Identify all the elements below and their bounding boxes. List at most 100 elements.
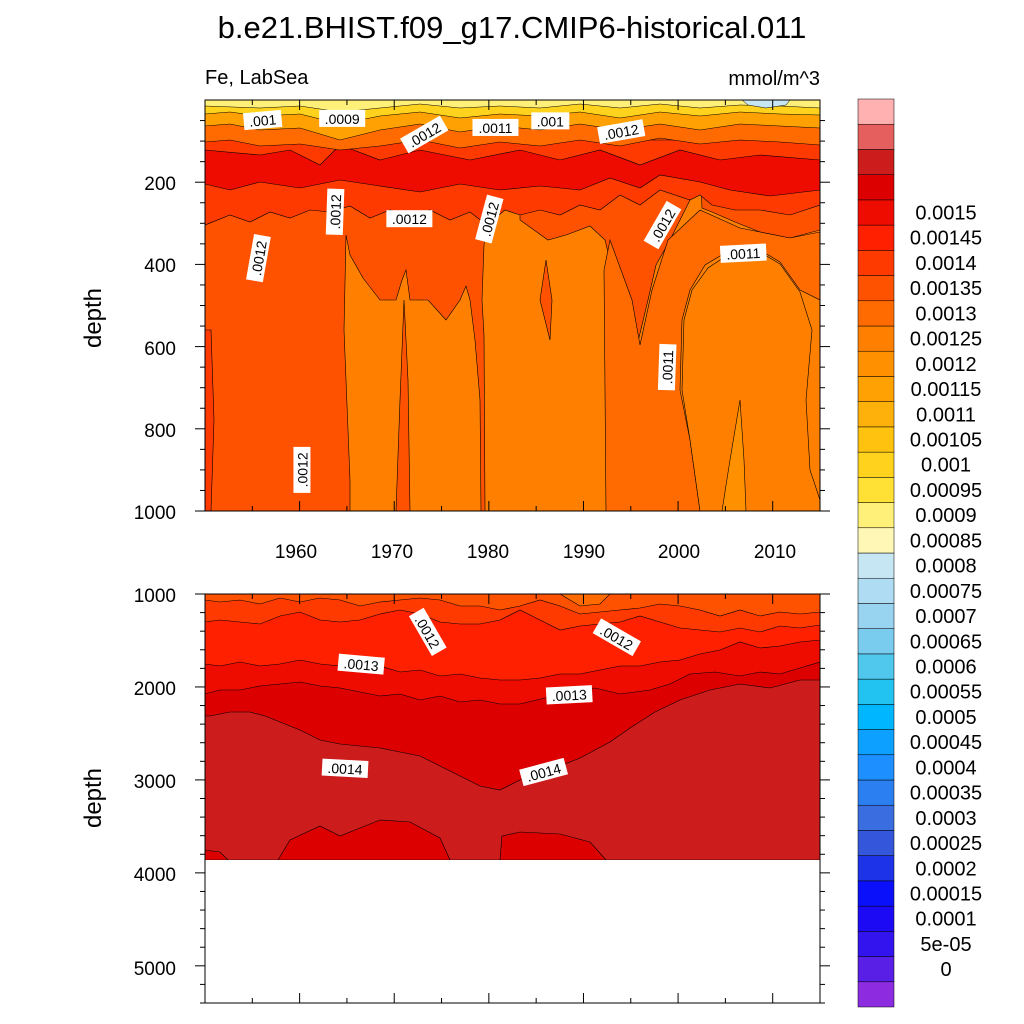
colorbar-label: 0 — [940, 959, 951, 981]
colorbar-cell — [857, 527, 895, 554]
colorbar-cell — [857, 275, 895, 302]
upper-contour-label: .0011 — [472, 118, 519, 136]
colorbar-cell — [857, 905, 895, 932]
colorbar-labels: 0 5e-05 0.0001 0.00015 0.0002 0.00025 0.0003 0.… — [910, 203, 982, 982]
x-tick-label-1980: 1980 — [467, 542, 509, 563]
upper-contour-0012-sliver-c — [205, 329, 215, 511]
lower-y-tick-label-1000: 1000 — [134, 586, 176, 607]
x-tick-label-1960: 1960 — [275, 542, 317, 563]
upper-contour-label-text: .0012 — [248, 239, 270, 276]
colorbar-label: 0.0014 — [915, 253, 976, 275]
upper-contour-00115-band — [603, 209, 820, 511]
upper-contour-label: .0012 — [325, 188, 345, 236]
colorbar-label: 0.00015 — [910, 884, 982, 906]
upper-contour-label: .0009 — [319, 109, 366, 127]
upper-contour-label-box — [475, 194, 504, 244]
upper-contour-label-text: .0012 — [294, 452, 310, 487]
lower-contour-label-text: .0013 — [343, 655, 380, 674]
upper-contour-label-text: .0009 — [325, 111, 360, 127]
lower-contour-label-box — [408, 607, 447, 657]
colorbar-label: 0.00135 — [910, 278, 982, 300]
lower-contour-label-box — [321, 758, 369, 778]
lower-axis-ticks — [195, 593, 830, 1004]
colorbar-label: 0.0015 — [915, 203, 976, 225]
upper-contour-label: .0012 — [293, 446, 311, 493]
upper-contour-label-text: .001 — [248, 111, 277, 129]
colorbar-label: 0.00125 — [910, 329, 982, 351]
colorbar-label: 0.00035 — [910, 783, 982, 805]
upper-contour-0011-region — [681, 251, 820, 511]
colorbar-cell — [857, 98, 895, 125]
colorbar-cell — [857, 603, 895, 629]
colorbar-label: 0.0006 — [915, 657, 976, 679]
upper-contour-label-box — [472, 118, 519, 136]
upper-y-axis-label: depth — [80, 288, 107, 348]
upper-contour-label: .0012 — [597, 119, 646, 144]
colorbar-cell — [857, 804, 895, 831]
upper-contour-label-text: .001 — [537, 113, 564, 129]
colorbar-label: 5e-05 — [920, 934, 971, 956]
lower-y-tick-label-3000: 3000 — [134, 772, 176, 793]
upper-contour-00135-band — [205, 144, 820, 197]
colorbar-cell — [857, 451, 895, 478]
upper-contour-label: .0011 — [657, 343, 677, 391]
colorbar-cell — [857, 325, 895, 352]
upper-contour-00105-sliver — [721, 399, 747, 511]
lower-y-tick-label-4000: 4000 — [134, 865, 176, 886]
upper-contour-label-box — [319, 109, 366, 127]
colorbar-cell — [857, 729, 895, 756]
colorbar-label: 0.00065 — [910, 631, 982, 653]
colorbar: 0 5e-05 0.0001 0.00015 0.0002 0.00025 0.0003 0.… — [857, 98, 982, 1008]
upper-contour-label-text: .0011 — [726, 245, 761, 263]
upper-contour-label-box — [643, 200, 682, 250]
colorbar-cell — [857, 830, 895, 856]
colorbar-cell — [857, 224, 895, 251]
colorbar-label: 0.0004 — [915, 757, 976, 779]
upper-axis-ticks — [195, 100, 830, 512]
colorbar-cell — [857, 149, 895, 175]
colorbar-label: 0.001 — [921, 455, 971, 477]
upper-contour-label-text: .0011 — [478, 120, 512, 136]
upper-contour-label-box — [400, 115, 449, 154]
colorbar-cell — [857, 502, 895, 529]
colorbar-cell — [857, 123, 895, 150]
upper-y-tick-label-800: 800 — [144, 421, 176, 442]
upper-y-tick-label-200: 200 — [144, 174, 176, 195]
upper-contour-label-text: .0012 — [327, 194, 344, 230]
colorbar-cell — [857, 653, 895, 680]
colorbar-cell — [857, 350, 895, 377]
x-tick-label-1990: 1990 — [563, 542, 605, 563]
colorbar-label: 0.00075 — [910, 581, 982, 603]
colorbar-cell — [857, 250, 895, 276]
colorbar-cell — [857, 552, 895, 579]
colorbar-cell — [857, 426, 895, 453]
upper-contour-label-text: .0012 — [603, 121, 640, 143]
colorbar-label: 0.00045 — [910, 732, 982, 754]
lower-no-data-mask — [205, 860, 820, 1003]
lower-contour-label-box — [337, 653, 385, 675]
colorbar-cell — [857, 981, 895, 1008]
colorbar-label: 0.00095 — [910, 480, 982, 502]
colorbar-label: 0.00115 — [911, 379, 982, 401]
upper-contour-label: .0011 — [719, 243, 767, 263]
upper-contour-label: .001 — [531, 112, 570, 130]
colorbar-cell — [857, 880, 895, 907]
colorbar-cell — [857, 704, 895, 730]
upper-contour-label: .0012 — [386, 210, 433, 228]
colorbar-cell — [857, 931, 895, 957]
colorbar-label: 0.0011 — [916, 404, 976, 426]
colorbar-label: 0.0009 — [915, 505, 976, 527]
colorbar-label: 0.00085 — [910, 530, 982, 552]
upper-contour-label-text: .0012 — [392, 211, 427, 227]
colorbar-cell — [857, 199, 895, 226]
colorbar-cell — [857, 779, 895, 806]
lower-contour-0012-band — [205, 594, 820, 617]
lower-y-tick-label-5000: 5000 — [134, 959, 176, 980]
colorbar-label: 0.0012 — [915, 354, 976, 376]
x-tick-label-1970: 1970 — [371, 542, 413, 563]
lower-contour-label: .0013 — [337, 653, 385, 675]
upper-contour-label-text: .0011 — [659, 350, 676, 385]
upper-contour-label-box — [657, 343, 677, 391]
lower-panel: .0012.0012.0013.0013.0014.0014 1000 2000… — [80, 586, 830, 1004]
